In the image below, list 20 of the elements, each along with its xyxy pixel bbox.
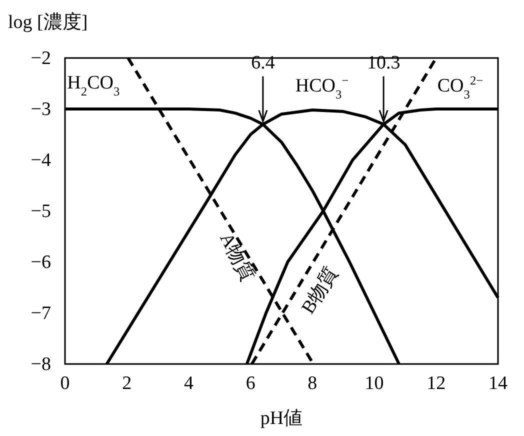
y-tick-label: −4 xyxy=(30,150,52,171)
y-tick-label: −2 xyxy=(30,48,51,69)
x-tick-label: 14 xyxy=(488,373,508,394)
y-axis-title: log [濃度] xyxy=(8,11,88,33)
x-tick-label: 12 xyxy=(426,373,446,394)
y-tick-label: −3 xyxy=(30,99,51,120)
x-tick-label: 2 xyxy=(122,373,132,394)
y-tick-label: −6 xyxy=(30,252,51,273)
x-tick-label: 6 xyxy=(246,373,256,394)
series-label: H$_{2}$CO$_{3}$ xyxy=(67,72,120,99)
text: A物質 xyxy=(215,230,258,286)
text: B物質 xyxy=(298,264,342,318)
y-tick-label: −8 xyxy=(30,354,51,375)
x-tick-label: 0 xyxy=(60,373,70,394)
y-tick-label: −7 xyxy=(30,303,51,324)
x-tick-label: 10 xyxy=(364,373,384,394)
x-tick-label: 8 xyxy=(308,373,318,394)
y-tick-label: −5 xyxy=(30,201,51,222)
x-tick-label: 4 xyxy=(184,373,194,394)
x-axis-title: pH値 xyxy=(260,408,303,429)
